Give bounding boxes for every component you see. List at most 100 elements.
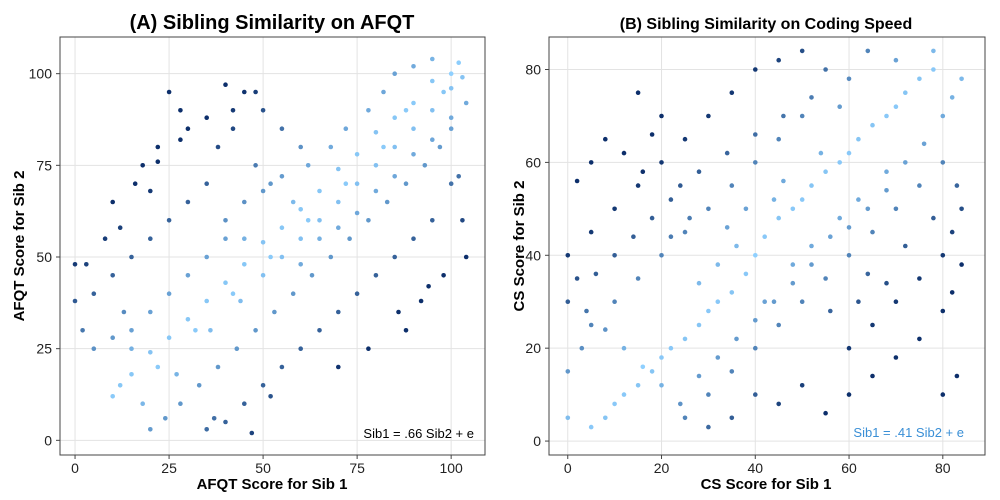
scatter-point (148, 236, 153, 241)
scatter-point (799, 197, 805, 202)
scatter-point (588, 322, 594, 328)
scatter-point (762, 234, 767, 239)
scatter-point (72, 262, 78, 267)
scatter-point (715, 355, 721, 360)
scatter-point (846, 253, 852, 258)
scatter-point (411, 236, 416, 241)
scatter-point (260, 108, 266, 113)
panel-b-frame (548, 36, 986, 456)
scatter-point (959, 76, 964, 82)
scatter-point (411, 64, 416, 69)
scatter-point (870, 373, 875, 379)
scatter-point (336, 225, 341, 230)
scatter-point (734, 336, 739, 342)
scatter-point (343, 181, 349, 186)
scatter-point (411, 100, 416, 106)
scatter-point (260, 188, 266, 194)
scatter-point (448, 126, 454, 131)
scatter-point (856, 299, 861, 305)
scatter-point (823, 410, 828, 416)
scatter-point (336, 199, 341, 205)
scatter-point (959, 262, 964, 267)
scatter-point (743, 271, 749, 277)
scatter-point (354, 152, 360, 157)
panel-b-points (565, 48, 964, 430)
scatter-point (354, 181, 360, 186)
scatter-point (166, 218, 172, 223)
scatter-point (706, 424, 711, 430)
panel-a-x-axis-title: AFQT Score for Sib 1 (197, 476, 348, 493)
scatter-point (305, 218, 311, 223)
scatter-point (729, 90, 735, 95)
panel-b-grid (549, 37, 985, 455)
scatter-point (682, 415, 688, 421)
scatter-point (211, 416, 217, 421)
scatter-point (298, 236, 304, 241)
scatter-point (715, 299, 721, 305)
scatter-point (223, 236, 228, 241)
y-tick-label: 25 (36, 341, 52, 357)
scatter-point (117, 225, 123, 230)
scatter-point (635, 383, 641, 388)
y-tick-label: 20 (525, 340, 541, 356)
scatter-point (753, 253, 758, 258)
scatter-point (931, 215, 936, 221)
scatter-point (931, 48, 936, 54)
scatter-point (178, 108, 183, 113)
scatter-point (870, 122, 875, 128)
scatter-point (762, 299, 767, 305)
scatter-point (565, 253, 571, 258)
scatter-point (148, 309, 153, 315)
scatter-point (463, 254, 469, 260)
scatter-point (809, 183, 814, 188)
scatter-point (940, 308, 946, 314)
scatter-point (396, 309, 401, 315)
scatter-point (448, 86, 454, 91)
panel-a-y-ticks: 0 25 50 75 100 (29, 66, 60, 448)
scatter-point (856, 136, 861, 142)
panel-a-x-ticks: 0 25 50 75 100 (71, 455, 463, 476)
scatter-point (612, 206, 617, 212)
scatter-point (204, 115, 209, 120)
scatter-point (155, 144, 161, 150)
scatter-point (790, 206, 796, 212)
scatter-point (441, 89, 446, 95)
scatter-point (884, 169, 889, 174)
scatter-point (215, 144, 221, 150)
scatter-point (117, 383, 123, 388)
scatter-point (790, 280, 796, 286)
scatter-point (366, 218, 371, 223)
scatter-point (635, 276, 641, 281)
x-tick-label: 50 (255, 460, 271, 476)
scatter-point (776, 215, 781, 221)
scatter-point (753, 392, 758, 397)
scatter-point (584, 308, 589, 314)
scatter-point (603, 415, 608, 421)
scatter-point (279, 126, 285, 131)
scatter-point (317, 218, 322, 223)
scatter-point (799, 383, 805, 388)
scatter-point (460, 75, 465, 80)
x-tick-label: 75 (349, 460, 365, 476)
scatter-point (460, 218, 465, 223)
scatter-point (828, 234, 833, 239)
scatter-point (373, 163, 379, 168)
scatter-point (354, 291, 360, 297)
scatter-point (260, 240, 266, 245)
scatter-point (298, 262, 304, 267)
scatter-point (185, 317, 191, 322)
scatter-point (381, 89, 386, 95)
scatter-point (734, 243, 739, 249)
scatter-point (729, 415, 735, 421)
scatter-point (366, 108, 371, 113)
scatter-point (574, 178, 580, 184)
scatter-point (129, 254, 134, 260)
scatter-point (223, 218, 228, 223)
scatter-point (659, 113, 664, 119)
scatter-point (640, 364, 646, 370)
scatter-point (846, 392, 852, 397)
scatter-point (456, 60, 462, 65)
scatter-point (215, 364, 221, 370)
scatter-point (430, 108, 435, 113)
scatter-point (931, 67, 936, 72)
